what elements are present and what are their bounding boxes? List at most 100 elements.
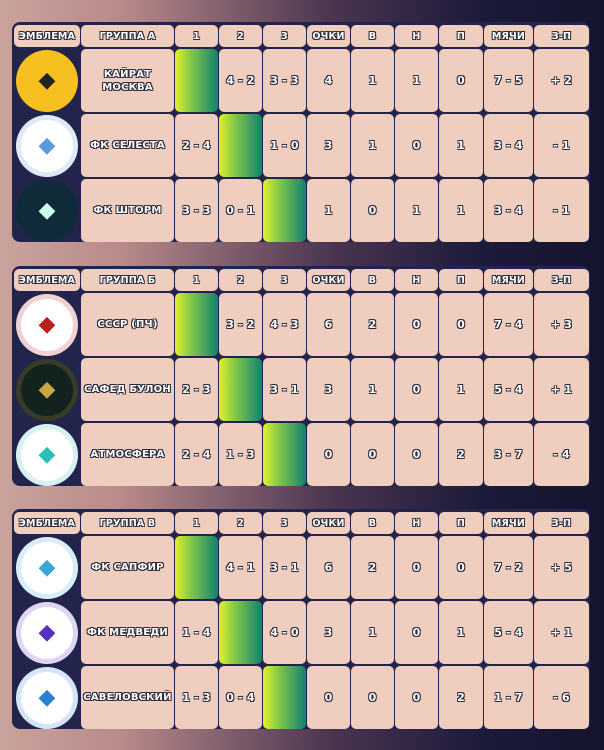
match-result: 2 - 4 (175, 423, 218, 486)
points: 0 (307, 666, 350, 729)
draws: 0 (395, 536, 438, 599)
goals: 3 - 4 (484, 114, 533, 177)
goal-difference: - 6 (534, 666, 589, 729)
points: 3 (307, 358, 350, 421)
wins: 2 (351, 293, 394, 356)
match-result: 4 - 0 (263, 601, 306, 664)
points: 3 (307, 601, 350, 664)
draws: 0 (395, 601, 438, 664)
goal-difference: - 1 (534, 179, 589, 242)
column-header: МЯЧИ (484, 25, 533, 47)
column-header: ЭМБЛЕМА (14, 512, 80, 534)
draws: 0 (395, 293, 438, 356)
goal-difference: + 3 (534, 293, 589, 356)
wins: 1 (351, 114, 394, 177)
self-match-cell (175, 536, 218, 599)
points: 6 (307, 536, 350, 599)
column-header: 2 (219, 269, 262, 291)
team-name: САФЕД БУЛОН (81, 358, 174, 421)
team-emblem: ◆ (14, 293, 80, 356)
column-header: З-П (534, 25, 589, 47)
team-emblem: ◆ (14, 179, 80, 242)
losses: 1 (439, 114, 483, 177)
goals: 3 - 7 (484, 423, 533, 486)
goals: 7 - 4 (484, 293, 533, 356)
selesta-emblem-icon: ◆ (16, 114, 78, 177)
group-grid: ЭМБЛЕМА ГРУППА А 1 2 3 ОЧКИ В Н П МЯЧИ З-П ◆ КАЙРАТ … (14, 25, 589, 242)
wins: 1 (351, 358, 394, 421)
column-header: ОЧКИ (307, 25, 350, 47)
group-table: ЭМБЛЕМА ГРУППА Б 1 2 3 ОЧКИ В Н П МЯЧИ З-П ◆ СССР (П… (12, 266, 590, 486)
points: 6 (307, 293, 350, 356)
self-match-cell (175, 293, 218, 356)
group-table: ЭМБЛЕМА ГРУППА А 1 2 3 ОЧКИ В Н П МЯЧИ З-П ◆ КАЙРАТ … (12, 22, 590, 242)
column-header: ГРУППА Б (81, 269, 174, 291)
savelovsky-emblem-icon: ◆ (16, 666, 78, 729)
draws: 1 (395, 179, 438, 242)
draws: 0 (395, 358, 438, 421)
team-name: КАЙРАТ МОСКВА (81, 49, 174, 112)
points: 1 (307, 179, 350, 242)
column-header: 3 (263, 25, 306, 47)
safed-bulon-emblem-icon: ◆ (16, 358, 78, 421)
match-result: 1 - 3 (175, 666, 218, 729)
team-name: СССР (ПЧ) (81, 293, 174, 356)
column-header: ОЧКИ (307, 269, 350, 291)
column-header: 1 (175, 269, 218, 291)
losses: 2 (439, 666, 483, 729)
shtorm-emblem-icon: ◆ (16, 179, 78, 242)
losses: 0 (439, 536, 483, 599)
match-result: 1 - 3 (219, 423, 262, 486)
losses: 0 (439, 49, 483, 112)
self-match-cell (263, 179, 306, 242)
column-header: Н (395, 512, 438, 534)
team-name: ФК ШТОРМ (81, 179, 174, 242)
goals: 7 - 5 (484, 49, 533, 112)
team-emblem: ◆ (14, 536, 80, 599)
ussr-emblem-icon: ◆ (16, 293, 78, 356)
match-result: 4 - 2 (219, 49, 262, 112)
team-name: АТМОСФЕРА (81, 423, 174, 486)
column-header: В (351, 269, 394, 291)
wins: 0 (351, 179, 394, 242)
goal-difference: + 5 (534, 536, 589, 599)
team-name: САВЕЛОВСКИЙ (81, 666, 174, 729)
match-result: 2 - 4 (175, 114, 218, 177)
column-header: В (351, 25, 394, 47)
column-header: ГРУППА А (81, 25, 174, 47)
goal-difference: + 2 (534, 49, 589, 112)
atmosfera-emblem-icon: ◆ (16, 423, 78, 486)
points: 3 (307, 114, 350, 177)
column-header: Н (395, 269, 438, 291)
column-header: З-П (534, 512, 589, 534)
column-header: 1 (175, 25, 218, 47)
column-header: 1 (175, 512, 218, 534)
match-result: 4 - 3 (263, 293, 306, 356)
team-emblem: ◆ (14, 49, 80, 112)
losses: 1 (439, 601, 483, 664)
group-grid: ЭМБЛЕМА ГРУППА В 1 2 3 ОЧКИ В Н П МЯЧИ З-П ◆ ФК САПФ… (14, 512, 589, 729)
column-header: 3 (263, 269, 306, 291)
losses: 1 (439, 358, 483, 421)
self-match-cell (175, 49, 218, 112)
team-name: ФК САПФИР (81, 536, 174, 599)
match-result: 3 - 1 (263, 536, 306, 599)
match-result: 3 - 1 (263, 358, 306, 421)
match-result: 3 - 3 (263, 49, 306, 112)
wins: 2 (351, 536, 394, 599)
column-header: ОЧКИ (307, 512, 350, 534)
team-emblem: ◆ (14, 114, 80, 177)
column-header: 2 (219, 25, 262, 47)
match-result: 4 - 1 (219, 536, 262, 599)
column-header: ЭМБЛЕМА (14, 269, 80, 291)
losses: 0 (439, 293, 483, 356)
self-match-cell (219, 358, 262, 421)
goals: 3 - 4 (484, 179, 533, 242)
column-header: 2 (219, 512, 262, 534)
team-emblem: ◆ (14, 358, 80, 421)
points: 0 (307, 423, 350, 486)
medvedi-emblem-icon: ◆ (16, 601, 78, 664)
wins: 1 (351, 49, 394, 112)
column-header: П (439, 25, 483, 47)
kairat-emblem-icon: ◆ (16, 49, 78, 112)
